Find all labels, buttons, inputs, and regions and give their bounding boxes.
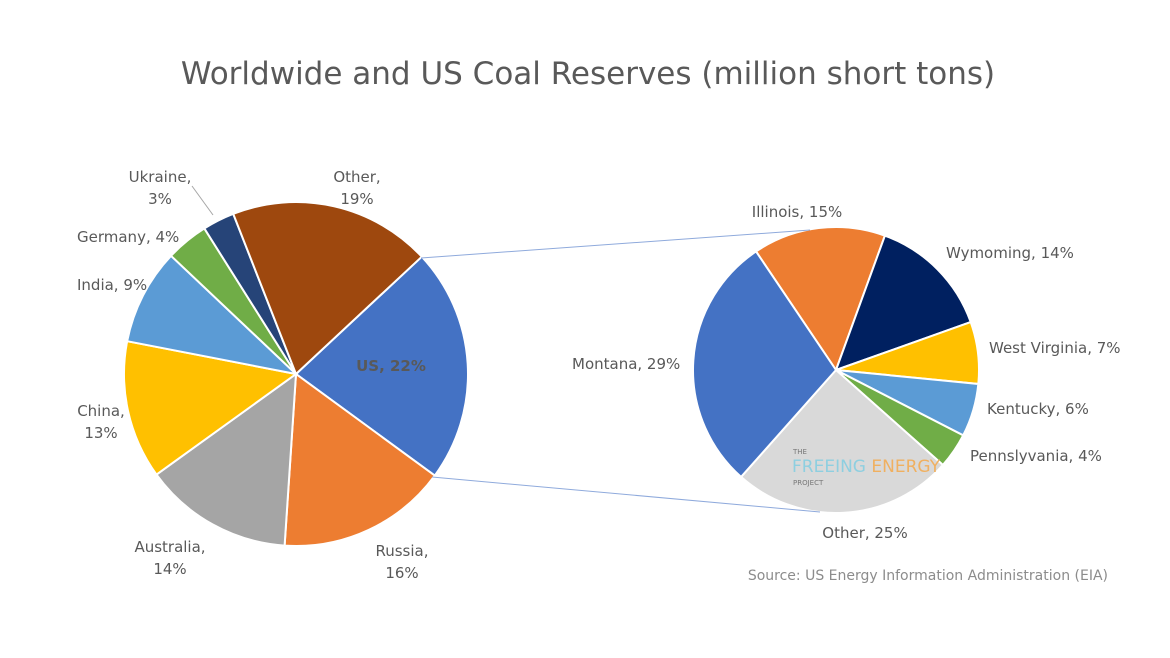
label-illinois: Illinois, 15%: [752, 203, 842, 221]
logo-line-1: THE: [792, 448, 807, 456]
label-montana: Montana, 29%: [572, 355, 680, 373]
leader-line-ukraine: [191, 185, 214, 216]
label-west-virginia: West Virginia, 7%: [989, 339, 1121, 357]
us-slice-wymoming: [834, 234, 972, 372]
world-slice-india: [125, 254, 300, 376]
logo: THE FREEING ENERGY PROJECT: [792, 448, 941, 487]
us-slice-montana: [692, 250, 838, 479]
world-slice-australia: [155, 371, 298, 547]
label-us: US, 22%: [356, 357, 426, 375]
logo-line-2: FREEING ENERGY: [792, 457, 941, 477]
us-slice-illinois: [754, 226, 887, 373]
us-slice-other: [739, 368, 945, 514]
world-slice-russia: [283, 372, 437, 547]
world-slice-china: [123, 340, 299, 477]
label-other-world: Other, 19%: [333, 168, 380, 208]
label-germany: Germany, 4%: [77, 228, 179, 246]
label-india: India, 9%: [77, 276, 147, 294]
world-slice-other: [231, 201, 424, 376]
chart-title: Worldwide and US Coal Reserves (million …: [181, 56, 995, 92]
source-note: Source: US Energy Information Administra…: [748, 568, 1108, 584]
connector-line-top: [420, 229, 811, 259]
label-ukraine: Ukraine, 3%: [129, 168, 192, 208]
label-kentucky: Kentucky, 6%: [987, 400, 1089, 418]
label-russia: Russia, 16%: [375, 542, 428, 582]
logo-line-3: PROJECT: [793, 479, 824, 487]
label-china: China, 13%: [77, 402, 125, 442]
label-other-us: Other, 25%: [822, 524, 907, 542]
label-pennsylvania: Pennslyvania, 4%: [970, 447, 1102, 465]
label-wyoming: Wymoming, 14%: [946, 244, 1074, 262]
world-slice-us: [294, 255, 469, 477]
connector-line-bottom: [431, 476, 821, 513]
label-australia: Australia, 14%: [134, 538, 205, 578]
